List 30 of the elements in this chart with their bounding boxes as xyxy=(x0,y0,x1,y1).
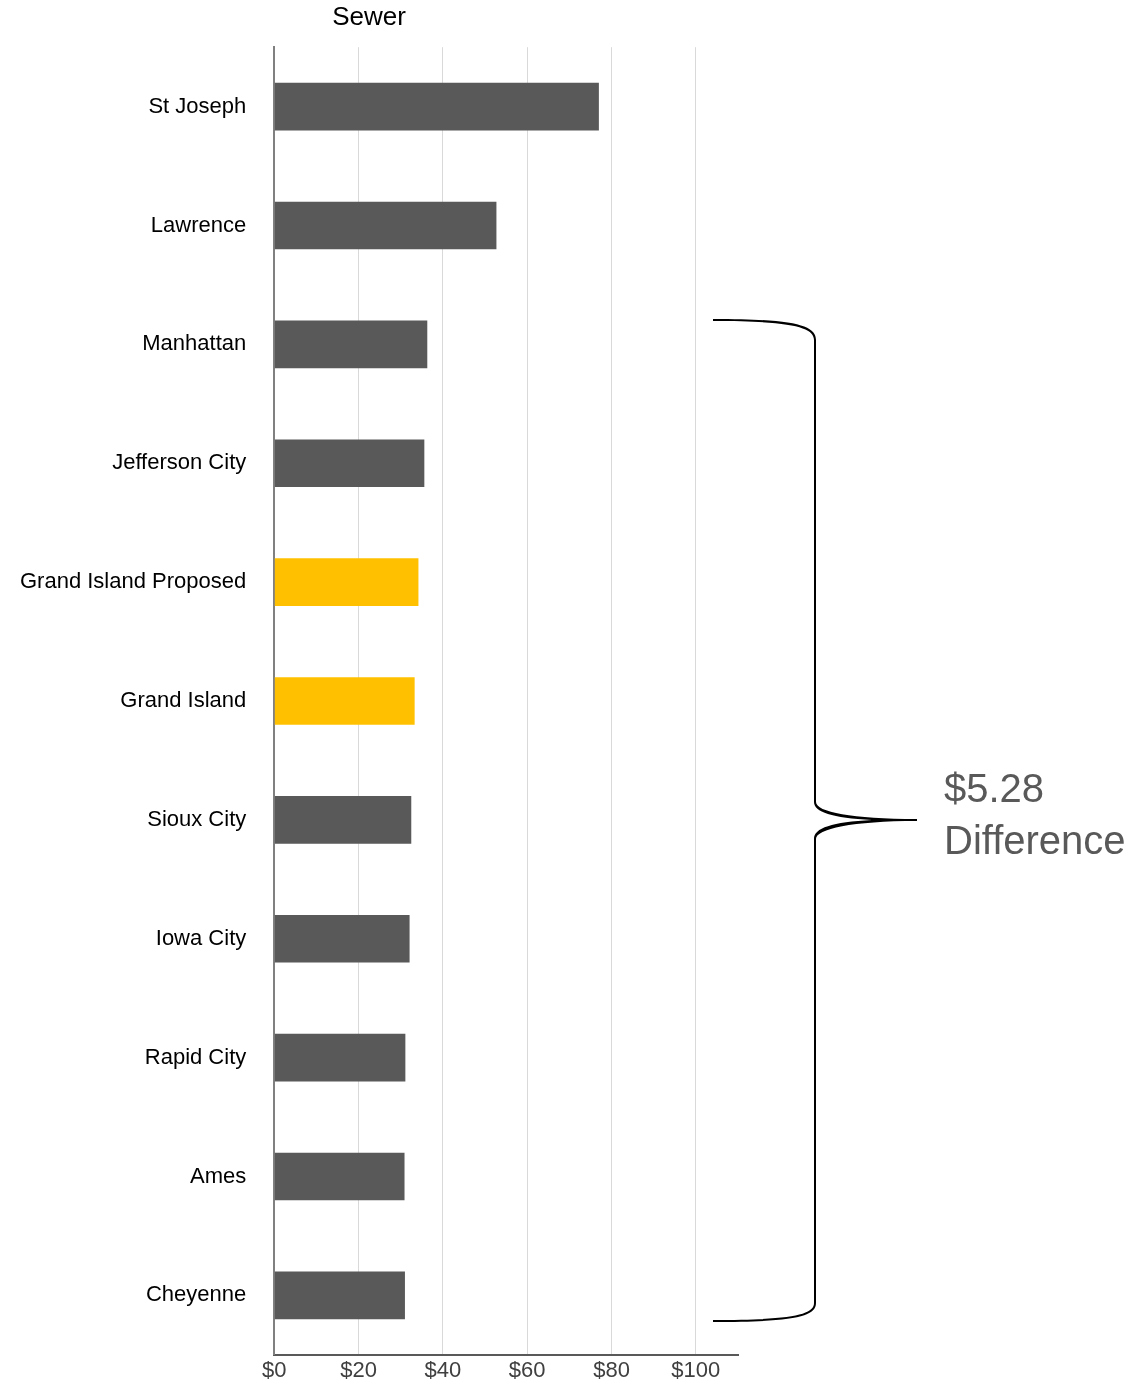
x-tick-label: $60 xyxy=(508,1357,546,1383)
bar xyxy=(274,82,599,131)
bar xyxy=(274,914,410,963)
x-tick-label: $20 xyxy=(340,1357,377,1383)
y-tick-label: Grand Island Proposed xyxy=(19,568,247,594)
y-tick-label: Sioux City xyxy=(147,805,247,831)
y-tick-label: Iowa City xyxy=(155,924,247,950)
bar xyxy=(274,1152,405,1201)
x-tick-label: $40 xyxy=(424,1357,462,1383)
bar xyxy=(274,558,419,606)
bar xyxy=(274,796,412,844)
chart-title: Sewer xyxy=(332,0,407,31)
y-tick-label: Cheyenne xyxy=(145,1281,247,1307)
y-tick-label: Rapid City xyxy=(144,1043,247,1069)
bar xyxy=(274,677,415,725)
y-tick-label: Ames xyxy=(190,1162,247,1188)
bar xyxy=(274,1271,405,1320)
y-tick-label: Lawrence xyxy=(150,211,247,237)
y-tick-label: Grand Island xyxy=(120,687,247,713)
bar xyxy=(274,201,497,250)
x-tick-label: $100 xyxy=(671,1357,721,1383)
bar xyxy=(274,320,428,369)
x-tick-label: $0 xyxy=(262,1357,287,1383)
text: $5.28 Difference xyxy=(944,765,1127,864)
bar xyxy=(274,439,425,488)
x-tick-label: $80 xyxy=(593,1357,630,1383)
y-tick-label: St Joseph xyxy=(148,92,247,118)
y-tick-label: Manhattan xyxy=(142,330,247,356)
bar xyxy=(274,1033,406,1082)
y-tick-label: Jefferson City xyxy=(112,449,247,475)
